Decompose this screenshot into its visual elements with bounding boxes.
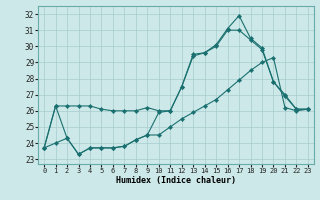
X-axis label: Humidex (Indice chaleur): Humidex (Indice chaleur) [116,176,236,185]
